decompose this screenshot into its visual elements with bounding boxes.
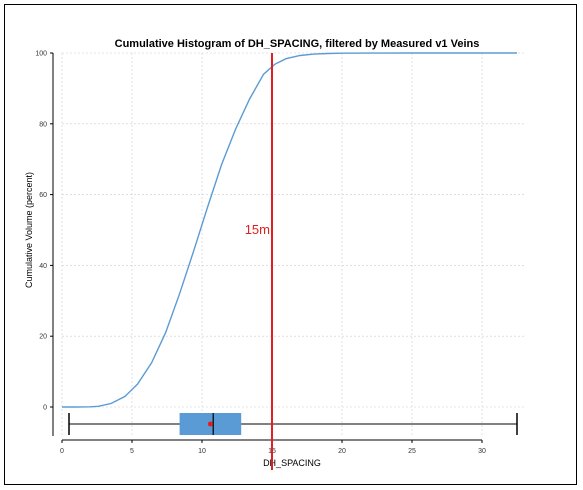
y-tick-label: 20 (39, 334, 47, 341)
chart-frame (4, 4, 577, 485)
y-tick-label: 60 (39, 192, 47, 199)
x-axis-label: DH_SPACING (263, 458, 321, 468)
chart-title: Cumulative Histogram of DH_SPACING, filt… (115, 38, 480, 50)
boxplot (68, 413, 518, 435)
y-tick-label: 100 (35, 51, 47, 58)
y-tick-label: 0 (43, 405, 47, 412)
reference-line-group: 15m (245, 53, 273, 470)
x-tick-label: 5 (130, 448, 134, 455)
x-tick-label: 30 (478, 448, 486, 455)
y-tick-label: 40 (39, 263, 47, 270)
reference-line-label: 15m (245, 222, 270, 237)
y-axis-label: Cumulative Volume (percent) (24, 172, 34, 288)
axes: 020406080100051015202530 (35, 51, 486, 456)
grid (61, 52, 524, 436)
cumulative-series-line (62, 52, 517, 408)
x-tick-label: 25 (408, 448, 416, 455)
y-tick-label: 80 (39, 121, 47, 128)
x-tick-label: 20 (338, 448, 346, 455)
series-layer (62, 52, 517, 408)
x-tick-label: 0 (60, 448, 64, 455)
x-tick-label: 10 (198, 448, 206, 455)
boxplot-mean-marker (207, 421, 213, 427)
